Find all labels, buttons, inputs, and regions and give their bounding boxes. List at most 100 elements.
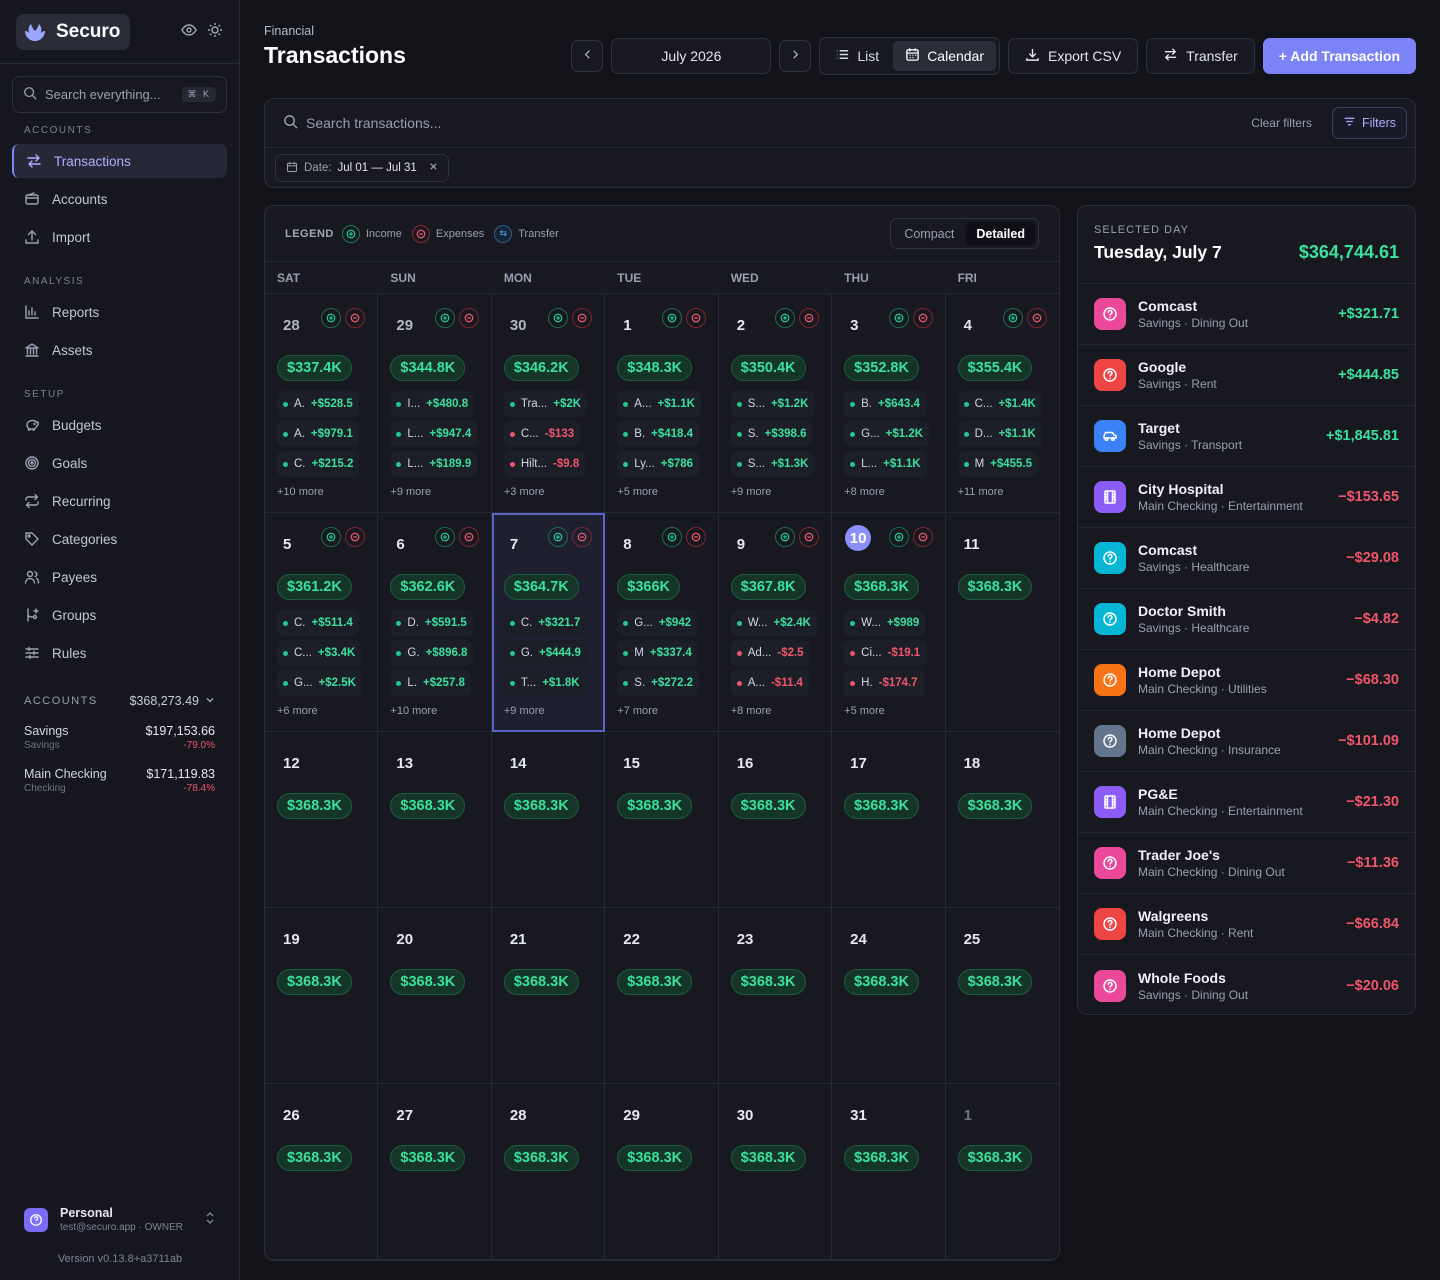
brand-logo-button[interactable]: Securo — [16, 13, 131, 50]
calendar-day[interactable]: 1 $348.3K A... +$1.1K B. +$418.4 Ly... +$786 +5 … — [605, 294, 719, 513]
sidebar-item-goals[interactable]: Goals — [12, 446, 227, 480]
day-transaction[interactable]: S... +$1.2K — [730, 391, 815, 417]
more-link[interactable]: +7 more — [617, 705, 658, 717]
account-row[interactable]: Main Checking Checking $171,119.83 -78.4% — [0, 767, 239, 794]
global-search-input[interactable]: Search everything... ⌘ K — [12, 76, 227, 113]
sidebar-item-reports[interactable]: Reports — [12, 295, 227, 329]
calendar-day[interactable]: 27 $368.3K — [378, 1084, 492, 1260]
more-link[interactable]: +11 more — [957, 486, 1004, 498]
day-transaction[interactable]: S. +$398.6 — [730, 421, 813, 447]
sidebar-item-payees[interactable]: Payees — [12, 560, 227, 594]
day-transaction[interactable]: G. +$896.8 — [390, 640, 474, 666]
prev-month-button[interactable] — [571, 40, 604, 72]
eye-icon[interactable] — [181, 22, 197, 41]
sidebar-item-budgets[interactable]: Budgets — [12, 408, 227, 442]
day-transaction[interactable]: C. +$321.7 — [503, 610, 587, 636]
calendar-day[interactable]: 2 $350.4K S... +$1.2K S. +$398.6 S... +$1.3K +9 … — [718, 294, 833, 513]
day-transaction[interactable]: G... +$942 — [617, 610, 698, 636]
add-income-icon[interactable] — [321, 308, 342, 328]
day-transaction[interactable]: C. +$215.2 — [277, 451, 360, 477]
export-csv-button[interactable]: Export CSV — [1008, 38, 1139, 74]
add-income-icon[interactable] — [888, 527, 909, 547]
add-expense-icon[interactable] — [799, 527, 820, 547]
transaction-row[interactable]: Doctor Smith Savings · Healthcare −$4.82 — [1078, 589, 1415, 650]
transaction-row[interactable]: Comcast Savings · Healthcare −$29.08 — [1078, 528, 1415, 589]
day-transaction[interactable]: D. +$591.5 — [390, 610, 473, 636]
add-income-icon[interactable] — [661, 308, 682, 328]
day-transaction[interactable]: A... -$11.4 — [730, 670, 809, 696]
calendar-day[interactable]: 25 $368.3K — [945, 908, 1059, 1084]
add-income-icon[interactable] — [321, 527, 342, 547]
day-transaction[interactable]: B. +$418.4 — [617, 421, 700, 447]
calendar-day[interactable]: 4 $355.4K C... +$1.4K D... +$1.1K M +$455.5 +11 … — [945, 294, 1059, 513]
calendar-day[interactable]: 24 $368.3K — [832, 908, 946, 1084]
transaction-row[interactable]: City Hospital Main Checking · Entertainme… — [1078, 467, 1415, 528]
calendar-day[interactable]: 15 $368.3K — [605, 732, 719, 908]
transaction-row[interactable]: Home Depot Main Checking · Insurance −$10… — [1078, 711, 1415, 772]
add-income-icon[interactable] — [775, 308, 796, 328]
more-link[interactable]: +5 more — [617, 486, 658, 498]
add-income-icon[interactable] — [888, 308, 909, 328]
day-transaction[interactable]: M +$337.4 — [617, 640, 698, 666]
calendar-day[interactable]: 10 $368.3K W... +$989 Ci... -$19.1 H. -$174.7 +5… — [832, 513, 946, 732]
day-transaction[interactable]: A. +$979.1 — [277, 421, 359, 447]
day-transaction[interactable]: L... +$189.9 — [390, 451, 478, 477]
calendar-view-button[interactable]: Calendar — [893, 41, 997, 71]
month-picker[interactable]: July 2026 — [611, 38, 772, 74]
add-income-icon[interactable] — [434, 308, 455, 328]
calendar-day[interactable]: 8 $366K G... +$942 M +$337.4 S. +$272.2 +7 more — [605, 513, 719, 732]
calendar-day[interactable]: 3 $352.8K B. +$643.4 G... +$1.2K L... +$1.1K +8 … — [832, 294, 946, 513]
day-transaction[interactable]: G. +$444.9 — [503, 640, 587, 666]
add-expense-icon[interactable] — [912, 527, 933, 547]
calendar-day[interactable]: 30 $368.3K — [718, 1084, 833, 1260]
accounts-summary[interactable]: ACCOUNTS $368,273.49 — [0, 694, 239, 708]
day-transaction[interactable]: I... +$480.8 — [390, 391, 475, 417]
calendar-day[interactable]: 9 $367.8K W... +$2.4K Ad... -$2.5 A... -$11.4 +8… — [718, 513, 833, 732]
day-transaction[interactable]: L... +$947.4 — [390, 421, 478, 447]
transaction-row[interactable]: Comcast Savings · Dining Out +$321.71 — [1078, 284, 1415, 345]
calendar-day[interactable]: 12 $368.3K — [265, 732, 379, 908]
day-transaction[interactable]: W... +$989 — [844, 610, 926, 636]
calendar-day[interactable]: 1 $368.3K — [945, 1084, 1059, 1260]
sidebar-item-import[interactable]: Import — [12, 220, 227, 254]
day-transaction[interactable]: G... +$1.2K — [844, 421, 930, 447]
add-expense-icon[interactable] — [572, 308, 593, 328]
more-link[interactable]: +3 more — [503, 486, 545, 498]
add-expense-icon[interactable] — [799, 308, 820, 328]
add-expense-icon[interactable] — [572, 527, 593, 547]
add-expense-icon[interactable] — [345, 527, 366, 547]
clear-filters-link[interactable]: Clear filters — [1251, 116, 1312, 130]
calendar-day[interactable]: 7 $364.7K C. +$321.7 G. +$444.9 T... +$1.8K +9 m… — [491, 513, 606, 732]
add-income-icon[interactable] — [548, 527, 569, 547]
calendar-day[interactable]: 5 $361.2K C. +$511.4 C... +$3.4K G... +$2.5K +6 … — [265, 513, 379, 732]
calendar-day[interactable]: 14 $368.3K — [491, 732, 606, 908]
transfer-button[interactable]: Transfer — [1146, 38, 1255, 74]
calendar-day[interactable]: 26 $368.3K — [265, 1084, 379, 1260]
more-link[interactable]: +8 more — [844, 486, 885, 498]
day-transaction[interactable]: W... +$2.4K — [730, 610, 817, 636]
day-transaction[interactable]: B. +$643.4 — [844, 391, 926, 417]
transaction-row[interactable]: Trader Joe's Main Checking · Dining Out −… — [1078, 833, 1415, 894]
day-transaction[interactable]: H. -$174.7 — [844, 670, 924, 696]
transaction-search-input[interactable]: Search transactions... — [306, 115, 442, 131]
transaction-row[interactable]: PG&E Main Checking · Entertainment −$21.3… — [1078, 772, 1415, 833]
more-link[interactable]: +9 more — [503, 705, 545, 717]
day-transaction[interactable]: G... +$2.5K — [277, 670, 362, 696]
more-link[interactable]: +9 more — [390, 486, 432, 498]
calendar-day[interactable]: 13 $368.3K — [378, 732, 492, 908]
sidebar-item-recurring[interactable]: Recurring — [12, 484, 227, 518]
transaction-row[interactable]: Google Savings · Rent +$444.85 — [1078, 345, 1415, 406]
add-transaction-button[interactable]: + Add Transaction — [1262, 38, 1416, 74]
more-link[interactable]: +5 more — [844, 705, 885, 717]
calendar-day[interactable]: 18 $368.3K — [945, 732, 1059, 908]
account-row[interactable]: Savings Savings $197,153.66 -79.0% — [0, 724, 239, 751]
add-income-icon[interactable] — [775, 527, 796, 547]
add-expense-icon[interactable] — [458, 527, 479, 547]
day-transaction[interactable]: Hilt... -$9.8 — [503, 451, 586, 477]
sidebar-item-rules[interactable]: Rules — [12, 636, 227, 670]
calendar-day[interactable]: 19 $368.3K — [265, 908, 379, 1084]
calendar-day[interactable]: 17 $368.3K — [832, 732, 946, 908]
day-transaction[interactable]: S. +$272.2 — [617, 670, 700, 696]
day-transaction[interactable]: C... +$3.4K — [277, 640, 362, 666]
add-expense-icon[interactable] — [685, 308, 706, 328]
